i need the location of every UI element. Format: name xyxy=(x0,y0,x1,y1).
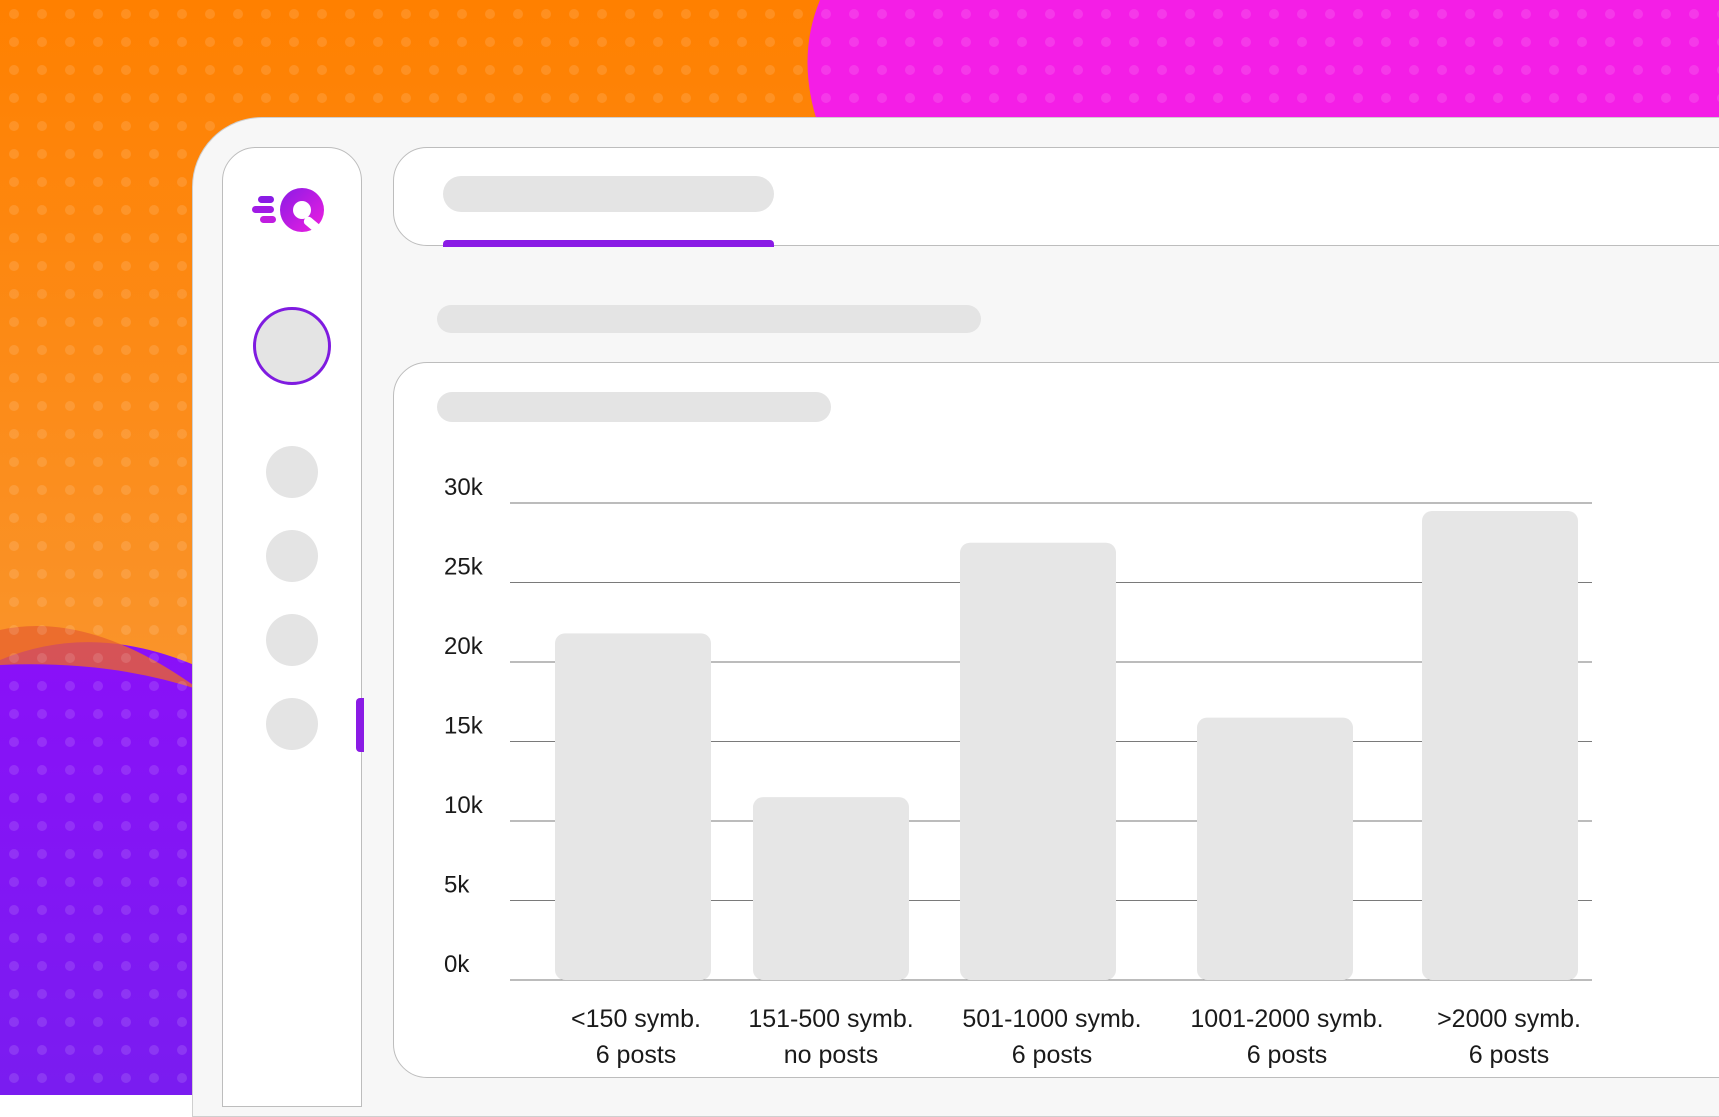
chart-title-placeholder xyxy=(437,392,831,422)
sidebar-item-4[interactable] xyxy=(266,698,318,750)
sidebar-item-1[interactable] xyxy=(266,446,318,498)
y-tick-label: 15k xyxy=(444,713,484,740)
y-axis-ticks: 0k 5k 10k 15k 20k 25k 30k xyxy=(444,474,484,978)
x-category-sublabel: no posts xyxy=(784,1041,879,1069)
y-tick-label: 5k xyxy=(444,872,470,899)
sidebar-item-3[interactable] xyxy=(266,614,318,666)
bar[interactable] xyxy=(960,542,1116,980)
x-category-label: 501-1000 symb. xyxy=(962,1005,1141,1033)
avatar[interactable] xyxy=(253,307,331,385)
active-tab-underline xyxy=(443,240,774,247)
y-tick-label: 10k xyxy=(444,792,484,819)
sidebar-item-2[interactable] xyxy=(266,530,318,582)
x-category-label: 151-500 symb. xyxy=(748,1005,913,1033)
y-tick-label: 20k xyxy=(444,633,484,660)
y-tick-label: 25k xyxy=(444,554,484,581)
bar[interactable] xyxy=(753,797,909,980)
active-nav-indicator xyxy=(356,698,364,752)
quick-q-logo-icon[interactable] xyxy=(248,182,338,242)
bar[interactable] xyxy=(555,633,711,980)
y-tick-label: 0k xyxy=(444,951,470,978)
tab-placeholder[interactable] xyxy=(443,176,774,212)
bar[interactable] xyxy=(1422,510,1578,980)
x-category-label: >2000 symb. xyxy=(1437,1005,1581,1033)
x-category-sublabel: 6 posts xyxy=(1469,1041,1550,1069)
x-category-label: <150 symb. xyxy=(571,1005,701,1033)
bar[interactable] xyxy=(1197,717,1353,980)
bars xyxy=(555,510,1578,980)
x-axis-labels: <150 symb. 6 posts 151-500 symb. no posts 50… xyxy=(571,1005,1581,1069)
section-title-placeholder xyxy=(437,305,981,333)
y-tick-label: 30k xyxy=(444,474,484,501)
x-category-sublabel: 6 posts xyxy=(596,1041,677,1069)
x-category-label: 1001-2000 symb. xyxy=(1190,1005,1383,1033)
x-category-sublabel: 6 posts xyxy=(1247,1041,1328,1069)
x-category-sublabel: 6 posts xyxy=(1012,1041,1093,1069)
